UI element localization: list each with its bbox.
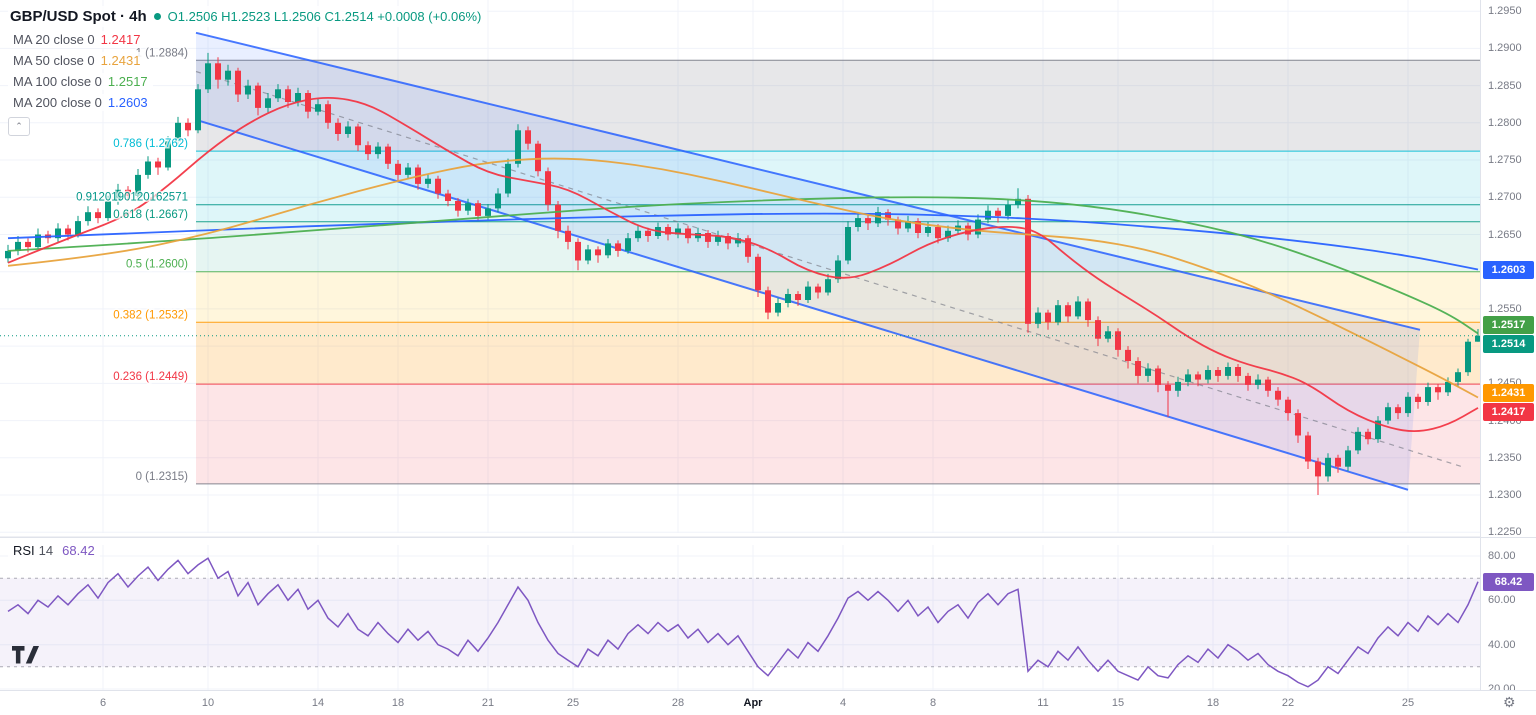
last-price-badge: 1.2514 [1483, 335, 1534, 354]
price-tick-label: 1.2300 [1488, 489, 1522, 501]
symbol-title[interactable]: GBP/USD Spot · 4h [10, 8, 147, 25]
ma-200-row[interactable]: MA 200 close 0 1.2603 [8, 94, 153, 111]
svg-text:0 (1.2315): 0 (1.2315) [136, 471, 189, 483]
rsi-value-badge: 68.42 [1483, 572, 1534, 591]
ma100-line [7, 196, 1479, 335]
ma-price-badge: 1.2603 [1483, 260, 1534, 279]
time-tick-label: 8 [929, 697, 937, 709]
rsi-value: 68.42 [62, 543, 95, 558]
rsi-period: 14 [38, 543, 54, 558]
svg-text:0.9120190120162571: 0.9120190120162571 [76, 192, 188, 204]
chevron-up-icon: ⌃ [15, 121, 23, 131]
price-tick-label: 1.2650 [1488, 228, 1522, 241]
ma-200-label: MA 200 close 0 [13, 95, 102, 110]
time-axis[interactable]: 6 10 14 18 21 25 28 Apr 4 8 11 15 18 22 25 [0, 690, 1536, 715]
ma-50-row[interactable]: MA 50 close 0 1.2431 [8, 52, 146, 69]
time-tick-label: 18 [1206, 697, 1220, 709]
pane-separator[interactable] [0, 537, 1536, 538]
ma-20-label: MA 20 close 0 [13, 32, 95, 47]
ma-20-value: 1.2417 [100, 32, 141, 47]
fib-retracement[interactable] [196, 59, 1480, 485]
grid-lines [0, 0, 1480, 690]
rsi-title: RSI [13, 543, 35, 558]
time-tick-label: Apr [743, 697, 763, 709]
time-tick-label: 21 [481, 697, 495, 709]
rsi-tick-label: 40.00 [1488, 638, 1516, 651]
ohlc-values: O1.2506 H1.2523 L1.2506 C1.2514 +0.0008 … [167, 9, 482, 24]
time-tick-label: 25 [566, 697, 580, 709]
price-tick-label: 1.2550 [1488, 302, 1522, 315]
rsi-legend[interactable]: RSI 14 68.42 [8, 542, 100, 559]
time-tick-label: 22 [1281, 697, 1295, 709]
ma200-line [7, 212, 1479, 271]
time-tick-label: 25 [1401, 697, 1415, 709]
price-tick-label: 1.2900 [1488, 42, 1522, 55]
time-tick-label: 14 [311, 697, 325, 709]
price-tick-label: 1.2850 [1488, 79, 1522, 92]
ma-100-label: MA 100 close 0 [13, 74, 102, 89]
price-tick-label: 1.2950 [1488, 5, 1522, 18]
time-tick-label: 11 [1037, 697, 1049, 709]
fib-level-labels: 1 (1.2884) 0.786 (1.2762) 0.91201901201625… [75, 46, 190, 485]
ma-price-badge: 1.2417 [1483, 403, 1534, 422]
ma-100-value: 1.2517 [107, 74, 148, 89]
time-tick-label: 15 [1111, 697, 1125, 709]
svg-text:0.382 (1.2532): 0.382 (1.2532) [113, 309, 188, 321]
time-tick-label: 18 [391, 697, 405, 709]
rsi-line [7, 557, 1479, 688]
svg-text:1 (1.2884): 1 (1.2884) [136, 47, 189, 59]
price-axis[interactable]: 1.2950 1.2900 1.2850 1.2800 1.2750 1.2700 1.26… [1480, 0, 1536, 695]
svg-text:0.236 (1.2449): 0.236 (1.2449) [113, 371, 188, 383]
time-tick-label: 6 [99, 697, 107, 709]
chart-legend: GBP/USD Spot · 4h O1.2506 H1.2523 L1.250… [8, 6, 488, 136]
ma-price-badge: 1.2517 [1483, 316, 1534, 335]
symbol-legend-row[interactable]: GBP/USD Spot · 4h O1.2506 H1.2523 L1.250… [8, 6, 488, 27]
time-tick-label: 10 [201, 697, 215, 709]
price-tick-label: 1.2250 [1488, 526, 1522, 539]
price-tick-label: 1.2750 [1488, 154, 1522, 166]
rsi-tick-label: 80.00 [1488, 550, 1516, 562]
market-status-dot [153, 13, 161, 20]
ma-200-value: 1.2603 [107, 95, 148, 110]
chart-canvas[interactable]: 1 (1.2884) 0.786 (1.2762) 0.91201901201625… [0, 0, 1480, 690]
time-tick-label: 4 [839, 697, 847, 709]
price-tick-label: 1.2350 [1488, 451, 1522, 464]
collapse-indicators-button[interactable]: ⌃ [8, 117, 30, 136]
svg-text:0.5 (1.2600): 0.5 (1.2600) [126, 259, 188, 271]
ma-price-badge: 1.2431 [1483, 384, 1534, 403]
ma20-line [7, 97, 1479, 433]
price-tick-label: 1.2700 [1488, 191, 1522, 204]
settings-gear-icon[interactable]: ⚙ [1503, 694, 1516, 710]
ma-100-row[interactable]: MA 100 close 0 1.2517 [8, 73, 153, 90]
ma-20-row[interactable]: MA 20 close 0 1.2417 [8, 31, 146, 48]
moving-average-lines [7, 97, 1479, 433]
ma50-line [7, 157, 1479, 399]
tradingview-logo[interactable] [12, 646, 44, 664]
rsi-tick-label: 60.00 [1488, 594, 1516, 607]
ma-50-label: MA 50 close 0 [13, 53, 95, 68]
time-tick-label: 28 [671, 697, 685, 709]
svg-text:0.786 (1.2762): 0.786 (1.2762) [113, 138, 188, 150]
price-tick-label: 1.2800 [1488, 116, 1522, 129]
ma-50-value: 1.2431 [100, 53, 141, 68]
rsi-indicator [0, 557, 1480, 688]
svg-text:0.618 (1.2667): 0.618 (1.2667) [113, 209, 188, 221]
channel-median-line [195, 70, 1463, 468]
